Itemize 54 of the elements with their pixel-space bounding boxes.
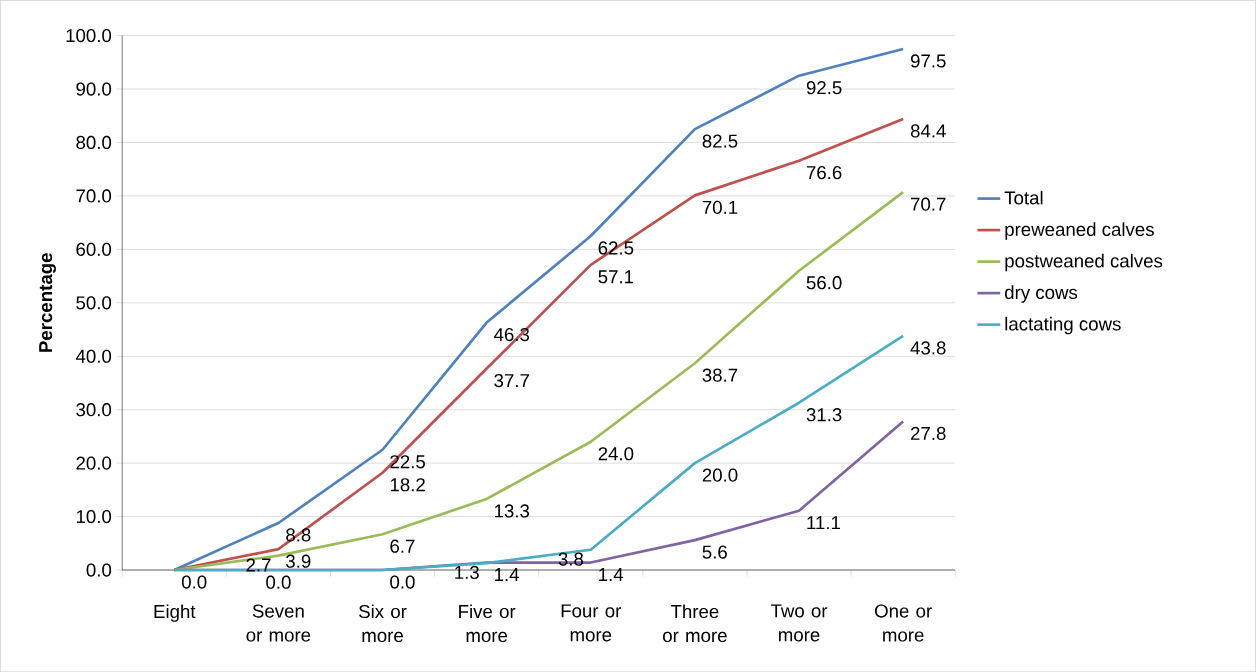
y-axis-title: Percentage [39,253,56,352]
data-label: 0.0 [181,575,207,589]
data-label: 92.5 [806,80,842,95]
data-label: 5.6 [702,545,727,559]
data-label: 2.7 [246,558,271,572]
x-tick-label: Four or more [561,604,622,642]
data-label: 84.4 [910,124,946,138]
x-tick-label: Eight [154,604,196,622]
data-label: 82.5 [702,134,738,148]
y-tick-label: 100.0 [66,28,112,43]
y-tick-label: 70.0 [76,189,112,203]
data-label: 18.2 [390,478,425,492]
y-tick-label: 50.0 [76,296,112,310]
y-tick-label: 10.0 [76,509,112,524]
x-tick-label: One or more [874,604,932,642]
legend-label: lactating cows [1005,316,1121,335]
legend-label: Total [1004,190,1043,205]
x-tick-label: Seven or more [246,604,311,642]
data-label: 38.7 [702,368,738,382]
x-tick-label: Five or more [459,604,516,642]
y-tick-label: 0.0 [86,563,112,577]
legend-label: dry cows [1004,285,1078,303]
data-label: 13.3 [495,504,530,518]
data-label: 11.1 [807,516,840,529]
data-label: 70.1 [702,200,738,214]
data-label: 24.0 [598,447,634,461]
data-label: 1.4 [599,568,624,581]
data-label: 6.7 [390,539,415,553]
data-label: 43.8 [910,341,946,355]
data-label: 31.3 [806,408,842,422]
legend-label: preweaned calves [1005,222,1154,240]
x-tick-label: Two or more [770,604,828,642]
data-label: 27.8 [911,426,946,440]
data-label: 0.0 [390,575,415,589]
data-label: 1.3 [455,565,479,579]
data-label: 57.1 [598,270,634,284]
y-tick-label: 30.0 [76,402,112,417]
data-label: 3.9 [286,554,311,568]
x-tick-label: Six or more [359,604,407,642]
legend-label: postweaned calves [1005,253,1163,272]
y-tick-label: 60.0 [76,242,112,256]
data-label: 70.7 [911,197,946,211]
data-label: 56.0 [806,275,842,290]
data-label: 20.0 [702,468,738,482]
y-tick-label: 80.0 [76,135,112,149]
data-label: 97.5 [910,54,946,68]
y-tick-label: 20.0 [76,456,112,470]
x-tick-label: Three or more [663,604,727,642]
y-tick-label: 40.0 [75,349,112,363]
data-label: 1.4 [495,568,519,581]
data-label: 76.6 [806,165,842,180]
data-label: 37.7 [494,373,529,388]
y-tick-label: 90.0 [76,82,112,96]
data-label: 0.0 [266,575,291,589]
